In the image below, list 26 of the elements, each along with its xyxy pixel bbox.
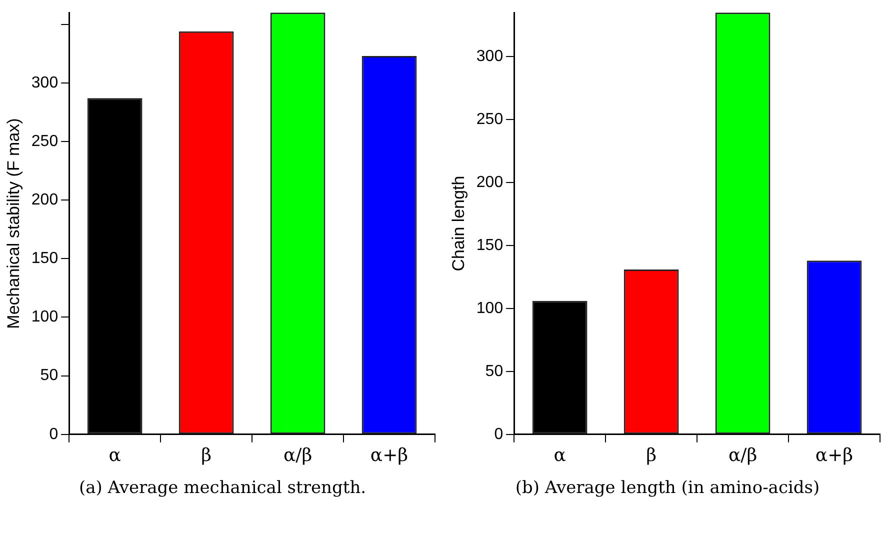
x-tick-label: α/β <box>728 444 758 466</box>
y-tick-label: 50 <box>485 362 504 380</box>
y-tick-label: 300 <box>31 74 58 92</box>
y-tick-label: 200 <box>476 174 504 191</box>
x-tick-label: α/β <box>283 444 312 466</box>
y-tick-label: 200 <box>31 191 58 208</box>
x-tick-label: β <box>201 444 212 466</box>
x-tick-label: α+β <box>815 444 854 466</box>
y-tick-label: 0 <box>494 426 504 443</box>
y-tick-label: 100 <box>476 300 504 317</box>
y-tick-label: 150 <box>31 250 58 268</box>
y-tick-label: 250 <box>476 111 504 128</box>
x-tick-label: α <box>108 444 121 466</box>
text: (a) Average mechanical strength. <box>78 478 368 498</box>
y-tick-label: 100 <box>31 308 58 326</box>
y-axis-title: Chain length <box>448 176 468 272</box>
x-tick-label: α <box>554 444 566 466</box>
text: (b) Average length (in amino-acids) <box>514 478 821 498</box>
y-tick-label: 300 <box>476 48 504 66</box>
x-tick-label: α+β <box>370 444 408 466</box>
y-tick-label: 50 <box>40 367 58 384</box>
y-tick-label: 0 <box>49 426 58 443</box>
y-tick-label: 150 <box>476 236 504 254</box>
y-tick-label: 250 <box>31 132 58 150</box>
x-tick-label: β <box>646 444 657 466</box>
y-axis-title: Mechanical stability (F max) <box>4 118 23 329</box>
